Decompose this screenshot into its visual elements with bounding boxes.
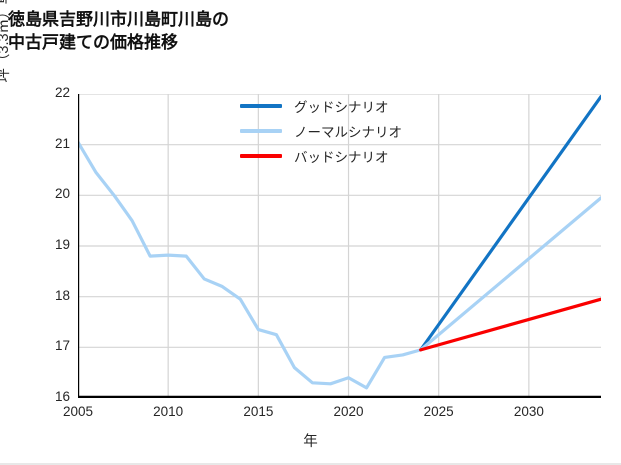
legend-item-label: ノーマルシナリオ: [294, 124, 402, 140]
x-tick-label: 2030: [513, 404, 544, 419]
legend-color-swatch: [240, 153, 282, 158]
legend-item-label: バッドシナリオ: [294, 149, 389, 165]
chart-legend: グッドシナリオ ノーマルシナリオ バッドシナリオ: [240, 93, 440, 168]
page-title: 徳島県吉野川市川島町川島の 中古戸建ての価格推移: [8, 10, 229, 53]
plot-area: [78, 94, 601, 398]
gridlines: [78, 94, 601, 398]
y-tick-label: 20: [54, 186, 70, 202]
series-line: [419, 94, 601, 352]
x-tick-label: 2020: [333, 404, 364, 419]
legend-item[interactable]: バッドシナリオ: [240, 143, 440, 168]
x-tick-label: 2025: [423, 404, 454, 419]
legend-color-swatch: [240, 128, 282, 133]
legend-item-label: グッドシナリオ: [294, 99, 389, 115]
legend-item[interactable]: ノーマルシナリオ: [240, 118, 440, 143]
legend-item[interactable]: グッドシナリオ: [240, 93, 440, 118]
y-tick-label: 19: [54, 237, 70, 252]
bottom-divider: [0, 463, 621, 465]
series-lines: [78, 94, 601, 390]
x-tick-label: 2015: [243, 404, 274, 419]
y-axis-label: 坪（3.3㎡）単価（万円）: [0, 0, 12, 83]
y-tick-label: 17: [54, 338, 70, 354]
x-axis-label: 年: [303, 434, 318, 450]
x-tick-label: 2010: [153, 404, 184, 419]
y-tick-label: 22: [54, 85, 70, 100]
series-line: [78, 140, 423, 390]
y-tick-label: 18: [54, 287, 70, 303]
y-tick-label: 21: [54, 135, 70, 151]
legend-color-swatch: [240, 103, 282, 108]
series-line: [419, 196, 601, 352]
series-line: [419, 297, 601, 352]
y-tick-label: 16: [54, 389, 70, 404]
x-tick-label: 2005: [62, 404, 94, 419]
chart-canvas: [78, 94, 601, 398]
